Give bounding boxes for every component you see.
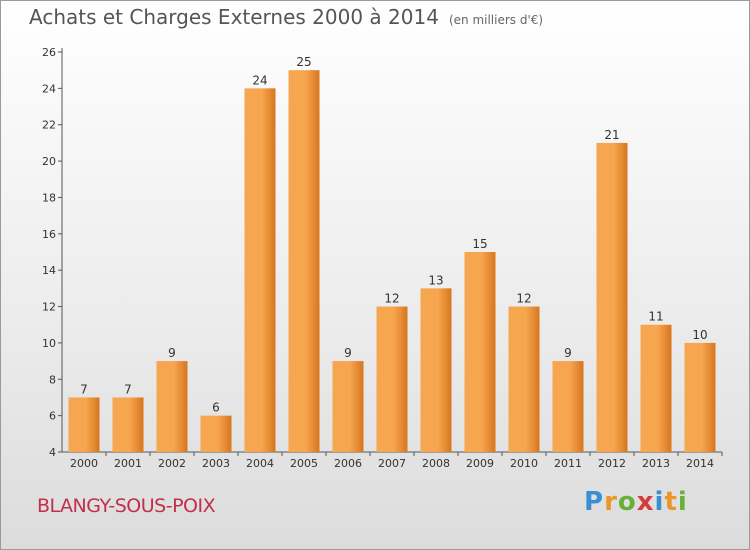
x-tick-label-2004: 2004 — [246, 457, 274, 470]
data-label-2009: 15 — [472, 237, 487, 251]
logo-letter: t — [664, 487, 678, 517]
bar-2005 — [288, 70, 320, 453]
bar-2004 — [244, 88, 276, 453]
x-tick-label-2007: 2007 — [378, 457, 406, 470]
y-tick-label: 20 — [42, 155, 56, 168]
bar-2009 — [464, 252, 496, 452]
proxiti-logo: Proxiti — [584, 487, 688, 517]
title-row: Achats et Charges Externes 2000 à 2014 (e… — [29, 5, 543, 29]
bar-2012 — [596, 142, 628, 452]
x-tick-label-2005: 2005 — [290, 457, 318, 470]
x-tick-label-2012: 2012 — [598, 457, 626, 470]
chart-subtitle: (en milliers d'€) — [448, 13, 544, 27]
data-label-2006: 9 — [344, 346, 352, 360]
data-label-2000: 7 — [80, 382, 88, 396]
x-tick-label-2000: 2000 — [70, 457, 98, 470]
data-label-2007: 12 — [384, 292, 399, 306]
x-tick-label-2009: 2009 — [466, 457, 494, 470]
data-label-2012: 21 — [604, 128, 619, 142]
bar-2003 — [200, 415, 232, 452]
x-tick-label-2006: 2006 — [334, 457, 362, 470]
bar-2006 — [332, 361, 364, 452]
logo-letter: P — [584, 487, 605, 517]
x-tick-label-2002: 2002 — [158, 457, 186, 470]
bar-2008 — [420, 288, 452, 452]
x-tick-label-2008: 2008 — [422, 457, 450, 470]
data-label-2002: 9 — [168, 346, 176, 360]
data-label-2004: 24 — [252, 73, 267, 87]
data-label-2010: 12 — [516, 292, 531, 306]
x-tick-label-2001: 2001 — [114, 457, 142, 470]
plot-area: 4 6 8 10 12 14 16 18 20 22 24 26 7 2000 7 2001 9 2002 6 200… — [42, 46, 723, 470]
commune-name: BLANGY-SOUS-POIX — [37, 495, 216, 517]
logo-letter: r — [604, 487, 618, 517]
y-tick-label: 8 — [49, 373, 56, 386]
y-tick-label: 22 — [42, 119, 56, 132]
logo-letter: i — [654, 487, 665, 517]
y-tick-label: 24 — [42, 82, 56, 95]
y-tick-label: 18 — [42, 191, 56, 204]
y-tick-label: 6 — [49, 410, 56, 423]
y-tick-label: 10 — [42, 337, 56, 350]
data-label-2011: 9 — [564, 346, 572, 360]
bar-2011 — [552, 361, 584, 452]
bar-2013 — [640, 324, 672, 452]
chart-title: Achats et Charges Externes 2000 à 2014 — [29, 5, 439, 29]
data-label-2003: 6 — [212, 401, 220, 415]
x-tick-label-2010: 2010 — [510, 457, 538, 470]
y-tick-label: 12 — [42, 301, 56, 314]
data-label-2014: 10 — [692, 328, 707, 342]
bar-2002 — [156, 361, 188, 452]
bar-2010 — [508, 306, 540, 452]
data-label-2013: 11 — [648, 310, 663, 324]
data-label-2008: 13 — [428, 273, 443, 287]
bar-2001 — [112, 397, 144, 452]
y-tick-label: 26 — [42, 46, 56, 59]
logo-letter: o — [617, 487, 637, 517]
logo-letter: i — [677, 487, 688, 517]
bar-2007 — [376, 306, 408, 452]
x-tick-label-2013: 2013 — [642, 457, 670, 470]
x-tick-label-2014: 2014 — [686, 457, 714, 470]
bar-2000 — [68, 397, 100, 452]
x-tick-label-2011: 2011 — [554, 457, 582, 470]
logo-letter: x — [636, 487, 655, 517]
x-tick-label-2003: 2003 — [202, 457, 230, 470]
y-tick-label: 16 — [42, 228, 56, 241]
bar-2014 — [684, 342, 716, 452]
y-tick-label: 4 — [49, 446, 56, 459]
data-label-2001: 7 — [124, 382, 132, 396]
data-label-2005: 25 — [296, 55, 311, 69]
y-tick-label: 14 — [42, 264, 56, 277]
